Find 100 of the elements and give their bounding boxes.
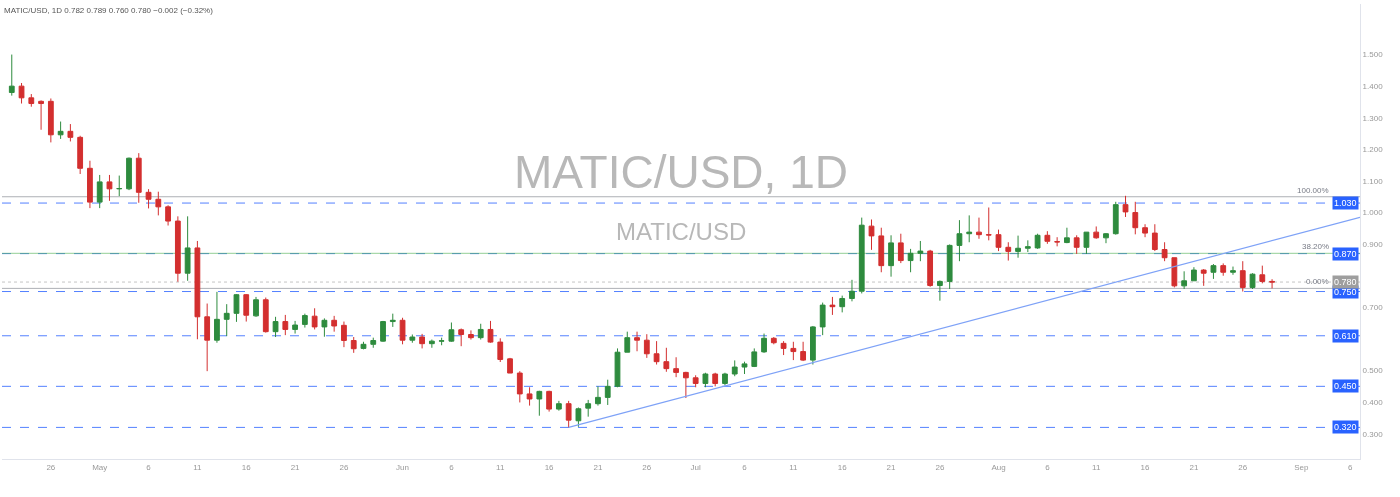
candlestick xyxy=(1200,268,1207,287)
candlestick xyxy=(1269,278,1275,289)
y-tick-label: 1.400 xyxy=(1362,81,1384,91)
x-tick-label: Sep xyxy=(1294,462,1310,472)
candlestick xyxy=(96,174,103,209)
candlestick xyxy=(1005,241,1012,262)
candlestick xyxy=(350,336,357,354)
y-tick-label: 1.000 xyxy=(1362,208,1384,218)
candlestick xyxy=(878,227,885,273)
y-tick-label: 0.500 xyxy=(1362,366,1384,376)
candlestick xyxy=(585,399,592,418)
annotation: 0.00% xyxy=(1306,277,1329,286)
candlestick xyxy=(927,249,934,288)
y-tick-label: 0.700 xyxy=(1362,303,1384,313)
x-tick-label: 16 xyxy=(1140,462,1151,472)
x-tick-label: 21 xyxy=(1189,462,1199,472)
candlestick xyxy=(370,337,377,349)
candlestick xyxy=(1151,223,1158,252)
ref-line-label: 0.750 xyxy=(1334,287,1357,297)
candlestick xyxy=(468,329,474,341)
candlestick xyxy=(868,218,875,251)
candlestick xyxy=(1122,195,1129,218)
candlestick xyxy=(87,160,93,209)
candlestick xyxy=(458,328,465,347)
x-tick-label: 6 xyxy=(1045,462,1051,472)
candlestick xyxy=(761,333,767,354)
candlestick xyxy=(907,248,914,273)
candlestick xyxy=(380,320,386,343)
candlestick xyxy=(106,174,113,202)
candlestick xyxy=(780,340,787,356)
candlestick xyxy=(1191,266,1197,282)
candlestick xyxy=(614,347,621,388)
candlestick xyxy=(575,407,582,428)
x-tick-label: 11 xyxy=(1092,462,1101,472)
x-tick-label: 6 xyxy=(146,462,152,472)
candlestick xyxy=(204,303,211,372)
x-tick-label: 11 xyxy=(193,462,203,472)
candlestick xyxy=(243,293,250,323)
candlestick xyxy=(331,315,338,333)
candlestick xyxy=(829,296,836,316)
candlestick xyxy=(184,215,191,282)
candlestick xyxy=(1054,236,1061,247)
candlestick xyxy=(341,321,347,348)
candlestick xyxy=(194,240,201,340)
candlestick xyxy=(1064,227,1070,244)
candlestick xyxy=(477,323,484,341)
x-tick-label: 26 xyxy=(642,462,652,472)
x-tick-label: 26 xyxy=(935,462,945,472)
x-tick-label: 6 xyxy=(742,462,748,472)
candlestick xyxy=(966,214,973,243)
candlestick xyxy=(145,188,152,209)
candlestick xyxy=(800,341,807,362)
y-tick-label: 0.900 xyxy=(1362,239,1384,249)
x-tick-label: 11 xyxy=(789,462,799,472)
candlestick xyxy=(1103,232,1109,244)
x-tick-label: May xyxy=(92,462,108,472)
candlestick xyxy=(546,390,552,413)
y-tick-label: 0.300 xyxy=(1362,429,1384,439)
candlestick xyxy=(282,314,289,336)
candlestick xyxy=(292,320,298,335)
candlestick xyxy=(663,347,670,373)
candlestick xyxy=(976,217,982,240)
candlestick xyxy=(653,340,660,366)
chart-title: MATIC/USD, 1D 0.782 0.789 0.760 0.780 −0.002 (−0.32%) xyxy=(4,6,214,15)
candlestick xyxy=(917,240,924,262)
x-tick-label: Aug xyxy=(991,462,1006,472)
candlestick xyxy=(751,347,758,368)
candlestick xyxy=(1210,263,1217,280)
candlestick xyxy=(272,316,279,338)
x-tick-label: Jun xyxy=(396,462,410,472)
candlestick xyxy=(526,386,533,407)
candlestick xyxy=(262,297,269,334)
ref-line-label: 1.030 xyxy=(1334,198,1357,208)
candlestick xyxy=(487,320,494,344)
candlestick xyxy=(389,313,396,328)
candlestick xyxy=(888,234,894,278)
annotation: 38.20% xyxy=(1302,242,1330,251)
candlestick xyxy=(995,229,1002,252)
candlestick xyxy=(399,317,406,345)
annotation: MATIC/USD, 1D xyxy=(514,146,848,198)
candlestick xyxy=(311,307,318,330)
candlestick xyxy=(116,175,123,197)
x-tick-label: 16 xyxy=(241,462,252,472)
y-tick-label: 1.500 xyxy=(1362,50,1384,60)
candlestick xyxy=(126,157,132,191)
ref-line-label: 0.870 xyxy=(1334,249,1357,259)
candlestick xyxy=(1142,223,1148,238)
candlestick xyxy=(692,374,699,388)
candlestick xyxy=(1073,234,1080,255)
candlestick xyxy=(428,339,435,349)
candlestick xyxy=(682,371,689,399)
candlestick xyxy=(507,357,513,374)
candlestick xyxy=(770,336,777,345)
candlestick xyxy=(28,93,35,108)
candlestick xyxy=(741,361,748,375)
candlestick xyxy=(448,322,455,343)
candlestick xyxy=(497,337,504,363)
ref-line-label: 0.610 xyxy=(1334,331,1357,341)
candlestick xyxy=(1015,235,1021,259)
candlestick xyxy=(712,372,719,387)
